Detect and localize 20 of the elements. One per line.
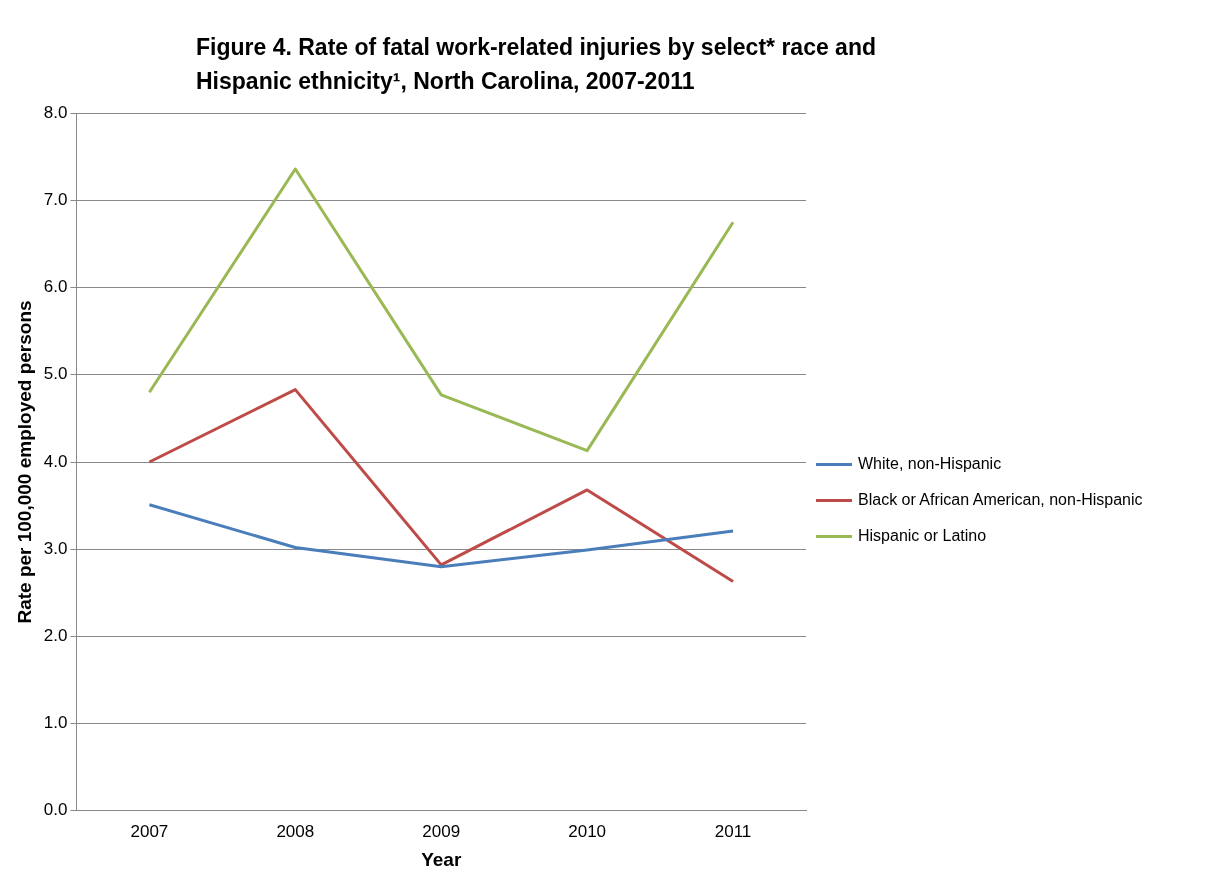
y-tick-label: 7.0: [43, 190, 68, 210]
x-tick-label: 2011: [714, 821, 752, 841]
legend-label: Black or African American, non-Hispanic: [858, 491, 1143, 508]
y-axis-title: Rate per 100,000 employed persons: [13, 300, 35, 624]
x-tick-label: 2008: [276, 821, 315, 841]
legend-label: White, non-Hispanic: [858, 455, 1002, 472]
x-tick-label: 2009: [422, 821, 461, 841]
y-tick-label: 4.0: [43, 451, 68, 471]
y-tick-label: 1.0: [43, 713, 68, 733]
y-tick-label: 6.0: [43, 277, 68, 297]
y-tick-label: 0.0: [43, 800, 68, 820]
y-tick-label: 2.0: [43, 626, 68, 646]
legend-label: Hispanic or Latino: [858, 527, 987, 544]
x-axis-title: Year: [421, 848, 462, 870]
y-tick-label: 5.0: [43, 364, 68, 384]
chart-title: Figure 4. Rate of fatal work-related injuries by select* race and Hispanic ethnicity¹, North Carolina, 2007-2011: [196, 33, 877, 96]
x-tick-label: 2007: [130, 821, 169, 841]
y-tick-label: 3.0: [43, 538, 68, 558]
y-tick-label: 8.0: [43, 102, 68, 122]
x-tick-label: 2010: [568, 821, 607, 841]
